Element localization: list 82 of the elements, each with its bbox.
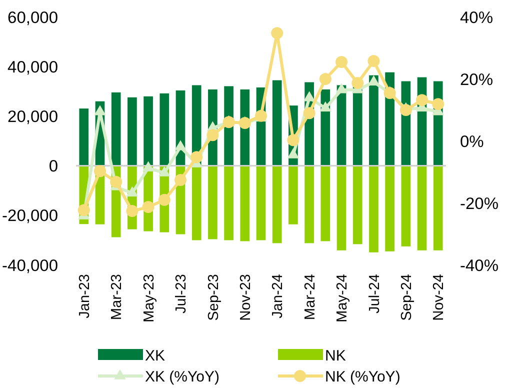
point xyxy=(287,148,300,158)
bar xyxy=(272,166,282,244)
x-tick-label: May-23 xyxy=(141,274,158,322)
legend-label: XK xyxy=(145,347,166,364)
point xyxy=(336,83,348,94)
point xyxy=(142,161,154,172)
y-tick-label: -20,000 xyxy=(2,207,58,226)
bar xyxy=(369,75,378,166)
point xyxy=(287,134,300,146)
x-tick-label: May-24 xyxy=(334,274,351,322)
bar xyxy=(256,166,266,240)
x-tick-label: Nov-23 xyxy=(238,274,254,321)
x-tick-label: Jan-24 xyxy=(270,274,286,318)
point xyxy=(238,117,251,130)
point xyxy=(94,165,106,178)
legend-label: NK (%YoY) xyxy=(325,368,400,386)
y2-tick-label: 0% xyxy=(460,132,484,151)
x-tick-label: Jul-23 xyxy=(174,274,190,314)
bar xyxy=(369,166,378,252)
bar xyxy=(144,96,153,166)
y2-tick-label: -40% xyxy=(460,256,499,275)
y-tick-label: 60,000 xyxy=(8,8,58,27)
point xyxy=(432,98,444,110)
x-tick-label: Sep-24 xyxy=(398,274,415,321)
bar xyxy=(111,92,121,166)
legend-label: NK xyxy=(325,347,346,364)
point xyxy=(416,94,428,106)
bar xyxy=(336,166,346,250)
point xyxy=(158,166,170,176)
bar xyxy=(320,166,330,242)
point xyxy=(368,75,380,86)
bar xyxy=(79,108,89,166)
x-tick-label: Mar-24 xyxy=(302,274,318,320)
y-tick-label: 20,000 xyxy=(8,108,58,126)
bar xyxy=(160,93,170,166)
point xyxy=(174,140,186,150)
point xyxy=(271,27,284,40)
point xyxy=(368,55,380,68)
point xyxy=(400,104,412,116)
y-tick-label: -40,000 xyxy=(2,256,58,275)
point xyxy=(174,174,186,186)
point xyxy=(319,73,332,85)
bar xyxy=(272,80,282,166)
x-tick-label: Mar-23 xyxy=(109,274,126,320)
x-tick-label: Sep-23 xyxy=(206,274,222,321)
bar xyxy=(417,166,427,250)
point xyxy=(384,86,396,99)
x-tick-label: Jan-23 xyxy=(76,274,93,318)
point xyxy=(352,77,364,90)
point xyxy=(190,151,203,164)
bar xyxy=(128,97,137,166)
point xyxy=(110,176,122,188)
point xyxy=(142,201,154,214)
point xyxy=(222,116,235,128)
bar xyxy=(385,166,394,252)
point xyxy=(94,105,106,116)
y-tick-label: 40,000 xyxy=(8,58,58,76)
bar xyxy=(288,166,298,224)
x-tick-label: Jul-24 xyxy=(366,274,383,314)
y2-tick-label: -20% xyxy=(460,194,499,213)
y2-tick-label: 20% xyxy=(460,70,494,89)
point xyxy=(158,194,170,206)
bar xyxy=(208,166,218,240)
point xyxy=(126,186,138,196)
point xyxy=(336,56,348,68)
bar xyxy=(192,166,202,240)
point xyxy=(303,91,316,102)
point xyxy=(126,205,138,218)
bar xyxy=(224,166,234,240)
bar xyxy=(304,166,314,244)
bar xyxy=(401,166,411,246)
bar xyxy=(352,166,362,244)
point xyxy=(78,204,90,216)
y-tick-label: 0 xyxy=(48,158,58,176)
legend-label: XK (%YoY) xyxy=(145,368,220,386)
point xyxy=(320,101,332,112)
x-tick-label: Nov-24 xyxy=(431,274,448,321)
bar xyxy=(433,166,443,250)
bar xyxy=(240,166,250,242)
y2-tick-label: 40% xyxy=(460,8,494,27)
point xyxy=(206,129,219,142)
point xyxy=(303,107,316,120)
